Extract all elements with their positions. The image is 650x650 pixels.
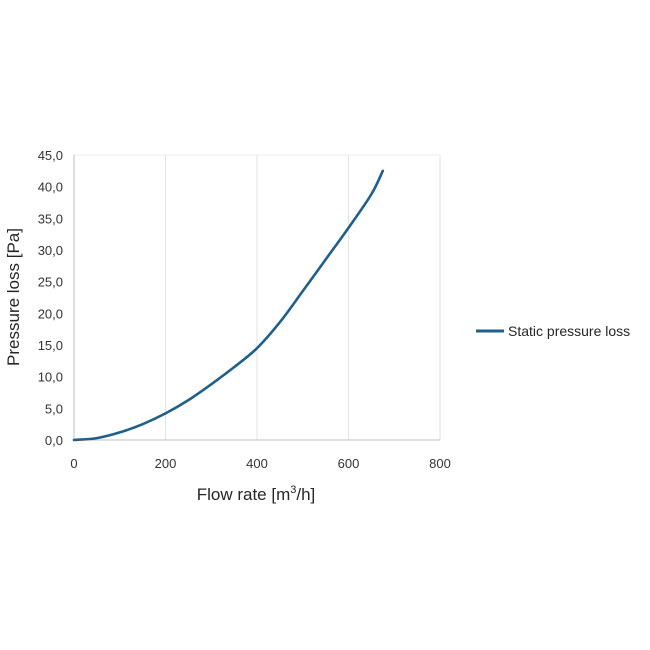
- y-tick-label: 10,0: [38, 370, 63, 385]
- y-tick-label: 30,0: [38, 243, 63, 258]
- y-tick-label: 15,0: [38, 338, 63, 353]
- legend-label: Static pressure loss: [508, 323, 630, 339]
- y-tick-label: 35,0: [38, 211, 63, 226]
- y-tick-label: 0,0: [45, 433, 63, 448]
- y-axis-label: Pressure loss [Pa]: [4, 228, 23, 366]
- x-tick-labels: 0 200 400 600 800: [70, 456, 450, 471]
- y-tick-label: 25,0: [38, 275, 63, 290]
- x-axis-label: Flow rate [m3/h]: [197, 484, 316, 504]
- y-tick-label: 20,0: [38, 306, 63, 321]
- series-line-static-pressure-loss: [72, 169, 385, 442]
- y-tick-label: 40,0: [38, 180, 63, 195]
- x-tick-label: 200: [155, 456, 177, 471]
- x-tick-label: 400: [246, 456, 268, 471]
- y-tick-labels: 0,0 5,0 10,0 15,0 20,0 25,0 30,0 35,0 40,0 45,0: [38, 148, 63, 448]
- legend: Static pressure loss: [476, 323, 630, 339]
- x-tick-label: 0: [70, 456, 77, 471]
- grid-lines: [74, 154, 441, 440]
- x-tick-label: 600: [338, 456, 360, 471]
- y-tick-label: 5,0: [45, 401, 63, 416]
- axes: [73, 155, 440, 441]
- y-tick-label: 45,0: [38, 148, 63, 163]
- x-tick-label: 800: [429, 456, 451, 471]
- series-layer: [72, 169, 385, 442]
